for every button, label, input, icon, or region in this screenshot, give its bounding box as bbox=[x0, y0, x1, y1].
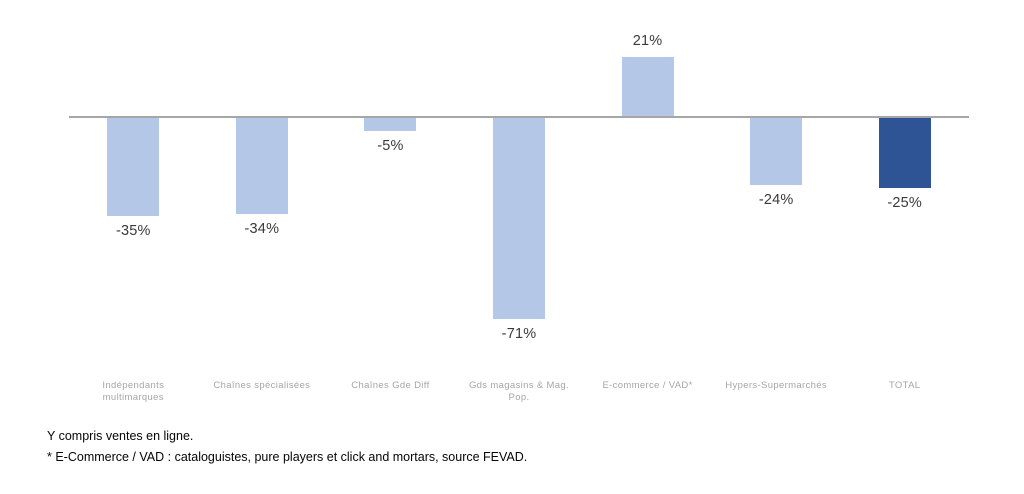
bar-6 bbox=[878, 117, 931, 188]
bar-1 bbox=[235, 117, 288, 214]
category-label-3: Gds magasins & Mag. Pop. bbox=[468, 380, 570, 403]
category-label-1: Chaînes spécialisées bbox=[213, 380, 311, 391]
bar-5 bbox=[750, 117, 803, 186]
footnote-line-2: * E-Commerce / VAD : cataloguistes, pure… bbox=[47, 450, 528, 464]
bar-value-label-4: 21% bbox=[632, 33, 663, 50]
bar-value-label-6: -25% bbox=[887, 195, 923, 211]
bar-0 bbox=[107, 117, 160, 217]
x-axis-line bbox=[69, 116, 969, 118]
bar-value-label-1: -34% bbox=[244, 220, 280, 237]
bar-value-label-2: -5% bbox=[377, 138, 404, 155]
category-label-5: Hypers-Supermarchés bbox=[725, 380, 827, 391]
category-label-0: Indépendants multimarques bbox=[102, 380, 165, 403]
bar-value-label-3: -71% bbox=[501, 325, 537, 342]
bar-value-label-0: -35% bbox=[115, 223, 151, 240]
bar-value-label-5: -24% bbox=[758, 192, 794, 209]
bar-3 bbox=[493, 117, 545, 319]
bar-2 bbox=[364, 117, 417, 132]
chart-footnotes: Y compris ventes en ligne. * E-Commerce … bbox=[47, 426, 527, 468]
footnote-line-1: Y compris ventes en ligne. bbox=[47, 429, 194, 443]
category-label-4: E-commerce / VAD* bbox=[602, 380, 693, 391]
bar-4 bbox=[621, 57, 674, 117]
category-label-2: Chaînes Gde Diff bbox=[351, 380, 430, 391]
category-label-6: TOTAL bbox=[888, 380, 921, 391]
